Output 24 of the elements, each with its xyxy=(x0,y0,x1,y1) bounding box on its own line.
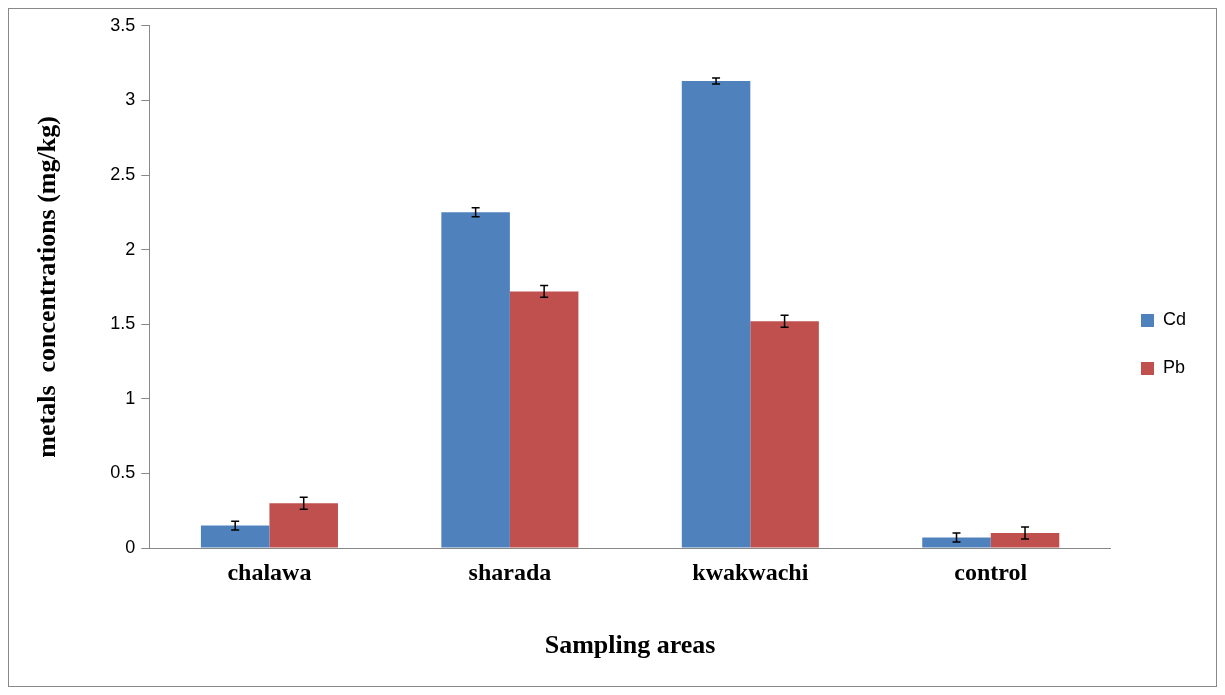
bar xyxy=(200,525,270,548)
bar xyxy=(509,291,579,548)
y-tick-label: 3 xyxy=(125,89,136,110)
y-tick-label: 2.5 xyxy=(110,163,136,184)
y-tick-label: 1.5 xyxy=(110,313,136,334)
y-tick-label: 0 xyxy=(125,536,136,557)
bar xyxy=(441,212,510,548)
bar xyxy=(269,503,338,548)
y-tick-label: 3.5 xyxy=(110,14,136,35)
y-tick-label: 0.5 xyxy=(110,462,136,483)
bar xyxy=(681,81,751,548)
bar xyxy=(922,537,991,548)
x-tick-label: chalawa xyxy=(227,558,312,585)
y-tick-label: 2 xyxy=(125,238,136,259)
y-axis-title: metals concentrations (mg/kg) xyxy=(32,116,62,458)
bar xyxy=(750,321,819,548)
legend-label: Pb xyxy=(1162,357,1186,378)
x-axis-title: Sampling areas xyxy=(544,630,716,660)
x-tick-label: sharada xyxy=(468,558,552,585)
y-tick-label: 1 xyxy=(125,387,136,408)
legend-label: Cd xyxy=(1162,309,1187,330)
bar xyxy=(990,533,1060,548)
x-tick-label: kwakwachi xyxy=(692,558,809,585)
x-tick-label: control xyxy=(954,558,1028,585)
